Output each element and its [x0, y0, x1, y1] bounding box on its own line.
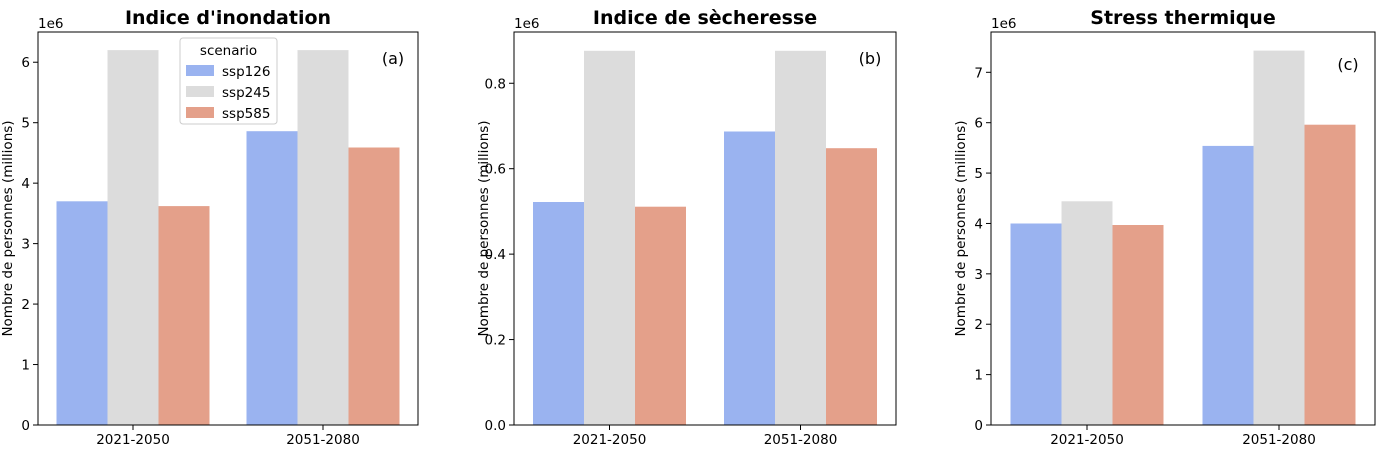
y-tick-label: 4: [21, 176, 30, 192]
panel-label: (a): [382, 49, 404, 68]
y-tick-label: 6: [21, 55, 30, 71]
bar-ssp245-2051-2080: [297, 50, 349, 425]
y-tick-label: 0.8: [485, 76, 506, 92]
y-tick-label: 5: [974, 166, 983, 182]
y-axis-label: Nombre de personnes (millions): [953, 120, 969, 336]
plot-frame: [990, 31, 1376, 426]
bar-ssp585-2051-2080: [826, 148, 877, 425]
bar-ssp245-2021-2050: [107, 50, 159, 425]
bar-ssp126-2051-2080: [246, 131, 298, 425]
legend-swatch-ssp585: [186, 107, 214, 118]
x-tick-label: 2021-2050: [573, 432, 647, 448]
chart-panel-2: Indice de sècheresse 1e6 0.0 0.2 0.4 0.6 0.8 20…: [476, 7, 897, 448]
y-tick-label: 5: [21, 116, 30, 132]
legend-title: scenario: [200, 43, 257, 59]
y-tick-label: 3: [21, 237, 30, 253]
bar-ssp585-2021-2050: [635, 206, 686, 425]
x-tick-label: 2021-2050: [96, 432, 170, 448]
bar-ssp245-2051-2080: [1253, 50, 1305, 425]
y-tick-label: 2: [21, 297, 30, 313]
legend-entry-ssp245: ssp245: [222, 85, 270, 101]
bar-ssp245-2021-2050: [584, 50, 635, 426]
x-tick-label: 2051-2080: [764, 432, 838, 448]
axis-offset-label: 1e6: [514, 16, 539, 32]
y-tick-label: 0.2: [485, 333, 506, 349]
chart-title: Stress thermique: [1090, 7, 1275, 29]
y-tick-label: 4: [974, 216, 983, 232]
y-tick-label: 0.0: [485, 418, 506, 434]
bar-ssp585-2021-2050: [158, 206, 210, 425]
bar-ssp126-2051-2080: [1202, 145, 1254, 425]
legend-entry-ssp126: ssp126: [222, 64, 270, 80]
y-tick-label: 3: [974, 267, 983, 283]
legend-entry-ssp585: ssp585: [222, 106, 270, 122]
y-tick-label: 0: [21, 418, 30, 434]
y-tick-label: 7: [974, 65, 983, 81]
bar-ssp245-2021-2050: [1061, 201, 1113, 425]
legend-swatch-ssp126: [186, 65, 214, 76]
legend-box: [179, 37, 278, 125]
bar-ssp585-2051-2080: [1304, 124, 1356, 425]
x-tick-label: 2051-2080: [286, 432, 360, 448]
axis-offset-label: 1e6: [991, 16, 1016, 32]
panel-label: (c): [1337, 55, 1358, 74]
plot-frame: [37, 31, 419, 426]
y-axis-label: Nombre de personnes (millions): [476, 120, 492, 336]
y-axis-label: Nombre de personnes (millions): [0, 120, 16, 336]
chart-panel-3: Stress thermique 1e6 0 1 2 3 4 5 6 7 2021-2050 2051…: [953, 7, 1376, 448]
y-tick-label: 1: [21, 358, 30, 374]
bar-ssp126-2021-2050: [533, 202, 584, 425]
y-tick-label: 2: [974, 317, 983, 333]
bar-ssp126-2021-2050: [56, 201, 108, 425]
panel-label: (b): [859, 49, 882, 68]
y-tick-label: 0: [974, 418, 983, 434]
chart-panel-1: Indice d'inondation 1e6 0 1 2 3 4 5 6 2021-2050 20…: [0, 7, 419, 448]
y-tick-label: 6: [974, 116, 983, 132]
bar-ssp126-2051-2080: [724, 131, 775, 425]
y-tick-label: 1: [974, 368, 983, 384]
legend: scenario ssp126 ssp245 ssp585: [179, 37, 278, 125]
x-tick-label: 2051-2080: [1242, 432, 1316, 448]
x-tick-label: 2021-2050: [1050, 432, 1124, 448]
bar-ssp245-2051-2080: [775, 50, 826, 426]
y-tick-label: 0.4: [485, 247, 506, 263]
chart-title: Indice d'inondation: [125, 7, 331, 29]
plot-frame: [513, 31, 897, 426]
bar-ssp585-2021-2050: [1112, 225, 1164, 425]
chart-title: Indice de sècheresse: [593, 7, 817, 29]
bar-ssp126-2021-2050: [1010, 223, 1062, 425]
bar-ssp585-2051-2080: [348, 147, 400, 425]
y-tick-label: 0.6: [485, 162, 506, 178]
axis-offset-label: 1e6: [38, 16, 63, 32]
legend-swatch-ssp245: [186, 86, 214, 97]
